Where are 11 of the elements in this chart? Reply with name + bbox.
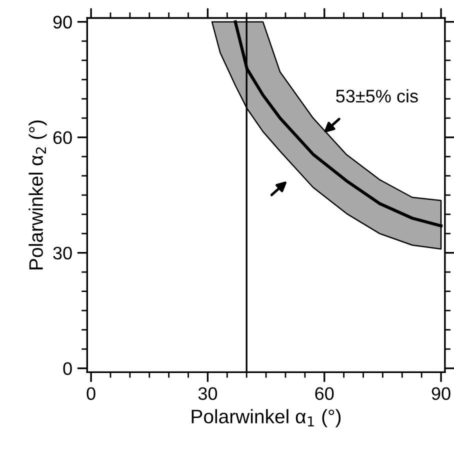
x-tick-label: 30 [198, 387, 218, 400]
y-tick-label: 0 [63, 362, 72, 376]
y-tick-label: 30 [53, 246, 72, 260]
x-tick-label: 0 [86, 387, 96, 400]
y-tick-label: 90 [53, 16, 72, 29]
x-axis-title: Polarwinkel α$_{1}$ (°) [192, 409, 341, 428]
annotation: 53±5% cis [336, 89, 418, 103]
x-tick-label: 90 [432, 387, 450, 400]
x-tick-label: 60 [315, 387, 334, 400]
y-axis-title: Polarwinkel α$_{2}$ (°) [28, 120, 47, 270]
y-tick-label: 60 [53, 131, 72, 144]
